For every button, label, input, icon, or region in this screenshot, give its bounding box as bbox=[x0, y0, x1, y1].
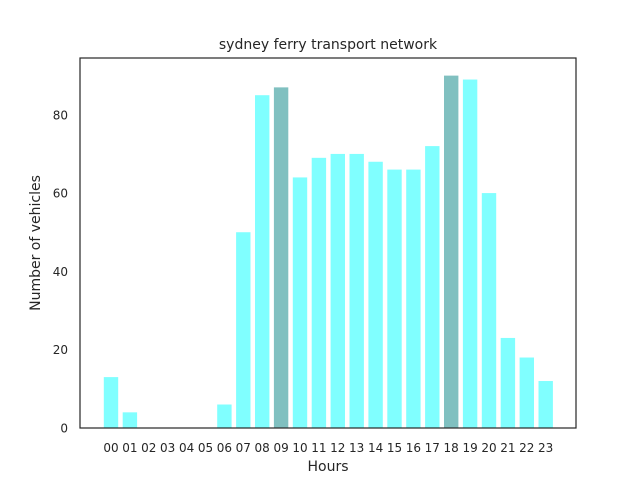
x-axis-label: Hours bbox=[307, 459, 348, 475]
x-tick-19: 19 bbox=[462, 441, 477, 455]
x-tick-15: 15 bbox=[387, 441, 402, 455]
bar-08 bbox=[255, 95, 270, 428]
bar-07 bbox=[236, 232, 251, 428]
x-tick-02: 02 bbox=[141, 441, 156, 455]
x-tick-14: 14 bbox=[368, 441, 383, 455]
x-tick-07: 07 bbox=[236, 441, 251, 455]
x-tick-17: 17 bbox=[425, 441, 440, 455]
bar-13 bbox=[349, 153, 364, 428]
bar-11 bbox=[311, 157, 327, 428]
x-tick-05: 05 bbox=[198, 441, 213, 455]
y-tick-0: 0 bbox=[60, 422, 68, 436]
x-tick-23: 23 bbox=[538, 441, 553, 455]
bar-09 bbox=[273, 87, 289, 429]
plot-frame bbox=[79, 57, 577, 429]
bar-17 bbox=[425, 146, 440, 428]
bar-00 bbox=[103, 377, 119, 428]
bar-06 bbox=[217, 404, 232, 428]
x-tick-11: 11 bbox=[311, 441, 326, 455]
x-tick-04: 04 bbox=[179, 441, 194, 455]
y-tick-60: 60 bbox=[53, 187, 68, 201]
bar-19 bbox=[462, 79, 478, 428]
bar-18 bbox=[444, 75, 459, 429]
bar-14 bbox=[368, 161, 383, 428]
y-tick-80: 80 bbox=[53, 108, 68, 122]
bar-22 bbox=[519, 357, 534, 428]
bar-12 bbox=[330, 153, 345, 428]
x-tick-08: 08 bbox=[255, 441, 270, 455]
x-tick-03: 03 bbox=[160, 441, 175, 455]
y-tick-40: 40 bbox=[53, 265, 68, 279]
x-tick-21: 21 bbox=[500, 441, 515, 455]
bar-01 bbox=[122, 412, 138, 428]
bar-16 bbox=[406, 169, 421, 428]
x-tick-22: 22 bbox=[519, 441, 534, 455]
x-tick-13: 13 bbox=[349, 441, 364, 455]
x-tick-06: 06 bbox=[217, 441, 232, 455]
x-tick-10: 10 bbox=[292, 441, 307, 455]
bar-21 bbox=[500, 337, 516, 428]
x-tick-01: 01 bbox=[122, 441, 137, 455]
bars-group bbox=[103, 75, 553, 429]
x-tick-09: 09 bbox=[273, 441, 288, 455]
x-tick-18: 18 bbox=[444, 441, 459, 455]
chart-title: sydney ferry transport network bbox=[219, 37, 438, 53]
bar-23 bbox=[538, 381, 553, 428]
y-tick-labels: 0 20 40 60 80 bbox=[53, 108, 68, 435]
bar-15 bbox=[387, 169, 402, 428]
x-tick-12: 12 bbox=[330, 441, 345, 455]
y-tick-20: 20 bbox=[53, 343, 68, 357]
x-tick-labels: 00 01 02 03 04 05 06 07 08 09 10 11 12 13 14 15 16 17 18 19… bbox=[103, 441, 553, 455]
bar-20 bbox=[481, 193, 497, 428]
x-tick-20: 20 bbox=[481, 441, 496, 455]
x-tick-16: 16 bbox=[406, 441, 421, 455]
y-axis-label: Number of vehicles bbox=[28, 175, 44, 311]
x-tick-00: 00 bbox=[103, 441, 118, 455]
bar-10 bbox=[292, 177, 308, 428]
